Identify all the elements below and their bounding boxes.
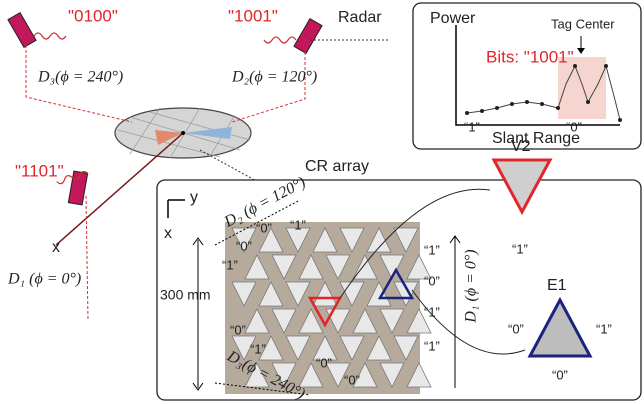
radar-bits: "0100" bbox=[68, 6, 118, 25]
bit-label: “1” bbox=[424, 304, 440, 319]
bit-label: “0” bbox=[508, 321, 524, 336]
direction-label: D₃(ϕ = 240°) bbox=[37, 69, 123, 86]
bit-label: “0” bbox=[566, 119, 582, 134]
bit-label: “1” bbox=[424, 242, 440, 257]
plot-y-label: Power bbox=[430, 10, 476, 27]
axis-label: x bbox=[52, 239, 60, 256]
radar-label: Radar bbox=[338, 9, 382, 26]
size-label: 300 mm bbox=[160, 287, 211, 303]
bit-label: “1” bbox=[464, 119, 480, 134]
bit-label: “0” bbox=[316, 355, 332, 370]
bit-label: “0” bbox=[424, 273, 440, 288]
radar-bits: "1001" bbox=[228, 6, 278, 25]
element-label: E1 bbox=[547, 277, 567, 294]
bit-label: “1” bbox=[596, 321, 612, 336]
direction-label: D₂(ϕ = 120°) bbox=[231, 69, 317, 86]
axis-x: x bbox=[164, 225, 172, 242]
bit-label: “1” bbox=[222, 257, 238, 272]
bit-label: “1” bbox=[250, 341, 266, 356]
bit-label: “0” bbox=[344, 372, 360, 387]
bit-label: “1” bbox=[290, 217, 306, 232]
bit-label: “0” bbox=[256, 220, 272, 235]
panel-title: CR array bbox=[305, 158, 369, 175]
axis-y: y bbox=[190, 189, 198, 206]
direction-label: D₁ (ϕ = 0°) bbox=[7, 271, 81, 288]
bit-label: “0” bbox=[552, 367, 568, 382]
bit-label: “0” bbox=[236, 238, 252, 253]
bit-label: “1” bbox=[512, 241, 528, 256]
bits-label: Bits: "1001" bbox=[486, 47, 574, 66]
bit-label: “0” bbox=[230, 322, 246, 337]
element-label: V2 bbox=[511, 138, 531, 155]
annotation: Tag Center bbox=[551, 16, 615, 31]
radar-bits: "1101" bbox=[15, 161, 64, 180]
bit-label: “1” bbox=[424, 338, 440, 353]
figure: "0100" "1001" "1101" Radar D₃(ϕ = 240°) … bbox=[0, 0, 644, 404]
array-direction: D₁ (ϕ = 0°) bbox=[463, 249, 480, 323]
